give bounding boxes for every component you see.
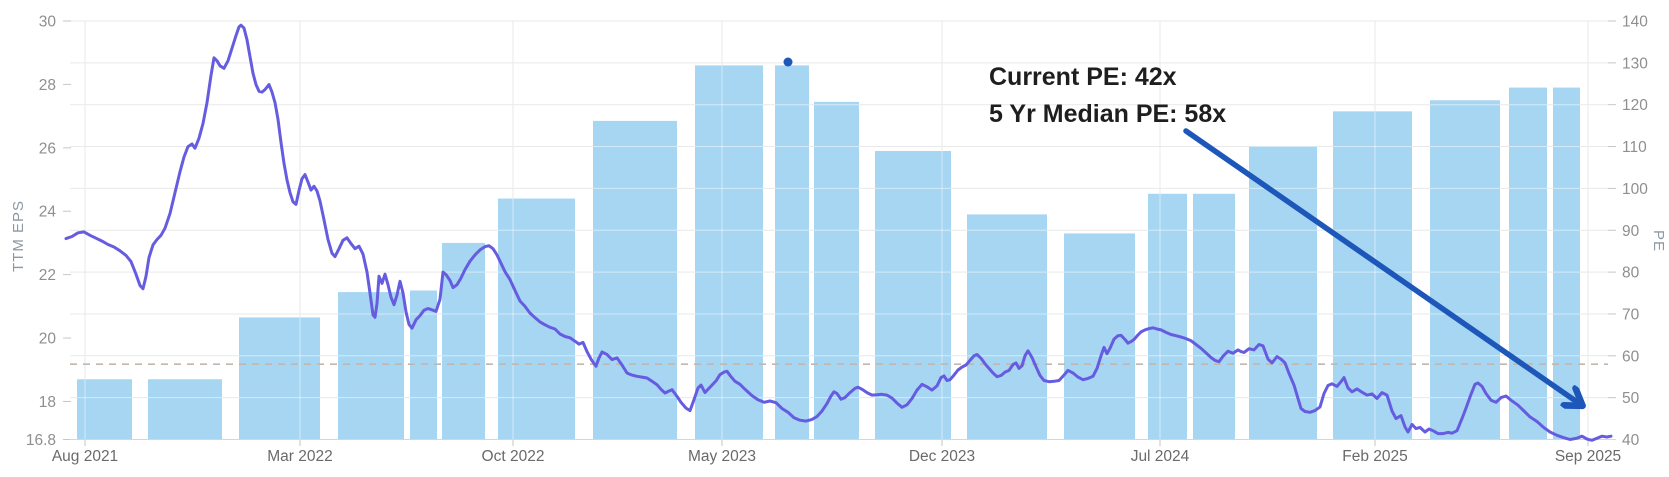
svg-text:130: 130 (1622, 55, 1648, 72)
left-axis-labels: 30 28 26 24 22 20 18 16.8 (26, 14, 57, 450)
svg-text:100: 100 (1622, 181, 1648, 198)
svg-text:22: 22 (39, 267, 56, 284)
svg-text:16.8: 16.8 (26, 432, 56, 449)
x-axis-labels: Aug 2021 Mar 2022 Oct 2022 May 2023 Dec 2023… (52, 448, 1621, 465)
svg-text:18: 18 (39, 394, 56, 411)
svg-text:50: 50 (1622, 390, 1640, 407)
eps-bar (1430, 100, 1500, 440)
svg-text:120: 120 (1622, 97, 1648, 114)
eps-bars (77, 65, 1580, 440)
left-axis-title: TTM EPS (10, 200, 27, 272)
svg-text:40: 40 (1622, 432, 1640, 449)
current-pe-text: Current PE: 42x (989, 63, 1177, 91)
svg-text:110: 110 (1622, 139, 1647, 156)
pe-annotation: Current PE: 42x 5 Yr Median PE: 58x (989, 59, 1226, 133)
svg-text:May 2023: May 2023 (688, 448, 756, 465)
eps-bar (775, 65, 809, 440)
eps-bar (410, 290, 437, 440)
svg-text:Oct 2022: Oct 2022 (482, 448, 545, 465)
eps-bar (695, 65, 763, 440)
pe-line-path (64, 23, 1613, 442)
eps-bar (1333, 111, 1412, 440)
trend-arrow (1183, 128, 1580, 404)
eps-bar (1148, 193, 1187, 440)
svg-text:90: 90 (1622, 223, 1640, 240)
svg-text:70: 70 (1622, 306, 1640, 323)
svg-text:20: 20 (39, 331, 57, 348)
svg-text:26: 26 (39, 140, 56, 157)
eps-bar (148, 379, 222, 440)
eps-bar (1193, 193, 1235, 440)
eps-bar (239, 317, 320, 440)
svg-text:60: 60 (1622, 348, 1640, 365)
peak-dot (783, 57, 793, 67)
svg-text:30: 30 (39, 14, 57, 31)
eps-bar (967, 214, 1047, 440)
svg-text:140: 140 (1622, 14, 1648, 31)
eps-bar (593, 120, 677, 440)
svg-text:Dec 2023: Dec 2023 (909, 448, 975, 465)
svg-text:24: 24 (39, 204, 57, 221)
eps-bar (1509, 87, 1547, 440)
tick-marks (63, 20, 1616, 446)
svg-text:Feb 2025: Feb 2025 (1342, 448, 1408, 465)
median-pe-text: 5 Yr Median PE: 58x (989, 100, 1227, 128)
svg-text:Mar 2022: Mar 2022 (267, 448, 332, 465)
svg-text:Sep 2025: Sep 2025 (1555, 448, 1621, 465)
svg-text:28: 28 (39, 77, 56, 94)
eps-bar (814, 101, 859, 440)
eps-bar (77, 379, 132, 440)
svg-text:Jul 2024: Jul 2024 (1131, 448, 1190, 465)
eps-bar (1064, 233, 1135, 440)
right-axis-title: PE (1650, 230, 1667, 252)
eps-bar (338, 292, 404, 440)
right-axis-labels: 140 130 120 110 100 90 80 70 60 50 40 (1622, 14, 1648, 450)
svg-text:80: 80 (1622, 265, 1640, 282)
svg-text:Aug 2021: Aug 2021 (52, 448, 118, 465)
eps-bar (875, 150, 951, 440)
eps-bar (1249, 146, 1317, 440)
